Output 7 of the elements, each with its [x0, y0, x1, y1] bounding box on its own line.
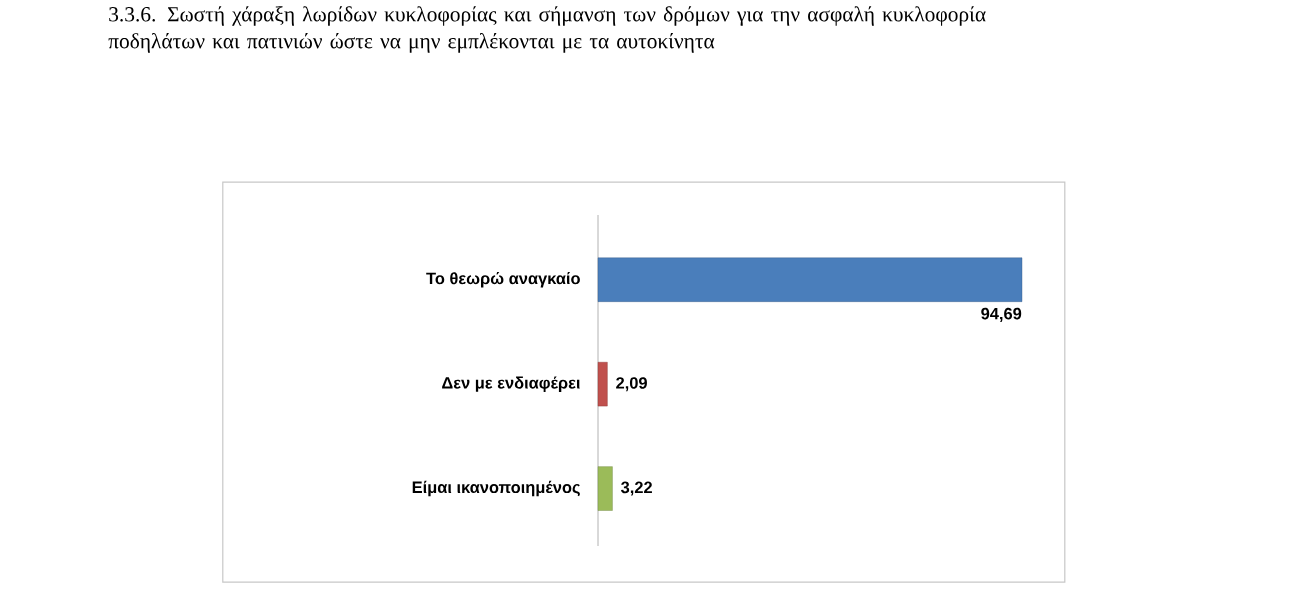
data-label: 94,69 [981, 307, 1022, 322]
y-tick-label: Είμαι ικανοποιημένος [412, 480, 580, 497]
data-label: 2,09 [616, 377, 647, 392]
chart-title: 3.3.6. Σωστή χάραξη λωρίδων κυκλοφορίας και σήμανση των δρόμων για την ασφαλή κυκλοφορία ποδηλάτων και πατινιών ώστε να μην εμπλέκονται με τα αυτοκίνητα [108, 6, 986, 53]
y-tick-label: Το θεωρώ αναγκαίο [426, 271, 580, 288]
y-tick-label: Δεν με ενδιαφέρει [442, 376, 580, 392]
data-label: 3,22 [621, 481, 652, 496]
